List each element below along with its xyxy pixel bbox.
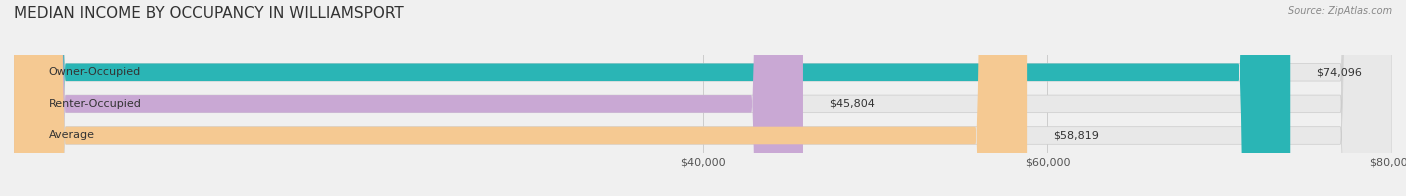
Text: Source: ZipAtlas.com: Source: ZipAtlas.com: [1288, 6, 1392, 16]
Text: Average: Average: [48, 131, 94, 141]
FancyBboxPatch shape: [14, 0, 1392, 196]
FancyBboxPatch shape: [14, 0, 803, 196]
FancyBboxPatch shape: [14, 0, 1392, 196]
Text: $45,804: $45,804: [828, 99, 875, 109]
Text: Owner-Occupied: Owner-Occupied: [48, 67, 141, 77]
Text: Renter-Occupied: Renter-Occupied: [48, 99, 142, 109]
Text: MEDIAN INCOME BY OCCUPANCY IN WILLIAMSPORT: MEDIAN INCOME BY OCCUPANCY IN WILLIAMSPO…: [14, 6, 404, 21]
FancyBboxPatch shape: [14, 0, 1392, 196]
FancyBboxPatch shape: [14, 0, 1291, 196]
Text: $74,096: $74,096: [1316, 67, 1362, 77]
Text: $58,819: $58,819: [1053, 131, 1099, 141]
FancyBboxPatch shape: [14, 0, 1028, 196]
